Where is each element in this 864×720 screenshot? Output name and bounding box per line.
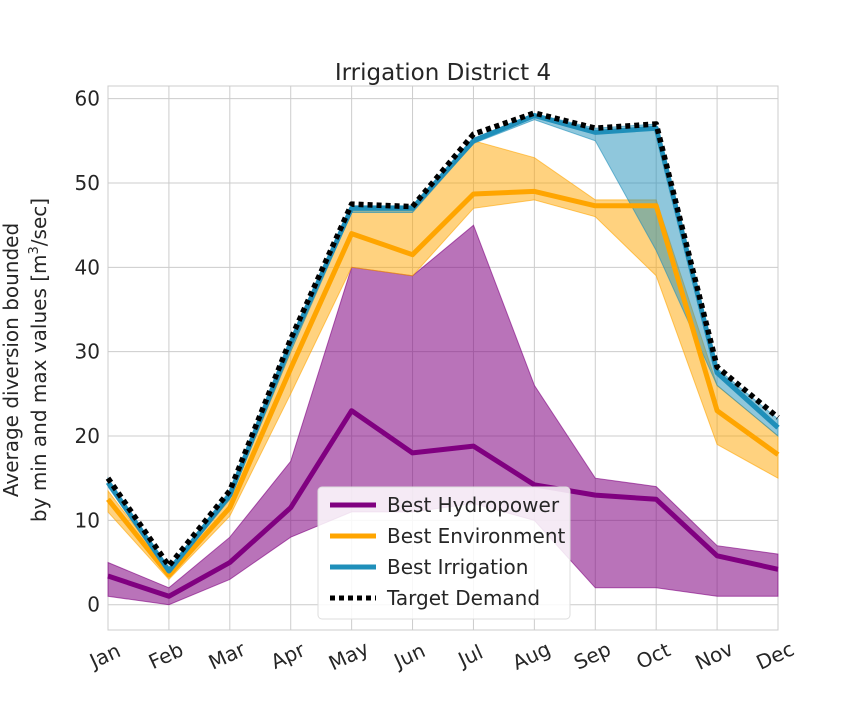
y-axis-label-sup: 3	[27, 246, 42, 254]
legend-label-target-demand: Target Demand	[386, 586, 540, 610]
x-tick-label: Nov	[691, 636, 737, 674]
y-tick-label: 20	[75, 424, 100, 448]
y-tick-label: 50	[75, 171, 100, 195]
y-axis-label-line2: by min and max values [m3/sec]	[27, 198, 51, 522]
plot-frame	[107, 85, 779, 631]
x-tick-label: Oct	[632, 637, 674, 673]
y-tick-label: 10	[75, 508, 100, 532]
x-tick-label: Aug	[509, 637, 555, 675]
legend-box	[317, 486, 571, 620]
y-axis-label: Average diversion bounded by min and max…	[0, 198, 51, 522]
x-tick-label: Apr	[267, 637, 309, 674]
legend-label-best-hydropower: Best Hydropower	[387, 493, 560, 517]
line-target-demand	[105, 110, 780, 569]
legend-label-best-irrigation: Best Irrigation	[387, 555, 528, 579]
x-tick-label: Jul	[453, 640, 487, 673]
y-axis-label-suffix: /sec]	[27, 198, 51, 246]
y-tick-label: 30	[75, 340, 100, 364]
line-best-irrigation	[105, 113, 780, 574]
legend-label-best-environment: Best Environment	[387, 524, 566, 548]
line-best-hydropower	[107, 408, 779, 599]
y-axis-label-line1: Average diversion bounded	[0, 223, 23, 497]
chart-title: Irrigation District 4	[335, 60, 551, 86]
legend: Best Hydropower Best Environment Best Irri…	[317, 486, 571, 620]
x-tick-label: Feb	[145, 637, 187, 674]
series-lines	[105, 110, 780, 599]
x-ticks: Jan Feb Mar Apr May Jun Jul Aug Sep Oct Nov Dec	[84, 636, 797, 675]
y-tick-label: 0	[87, 593, 100, 617]
y-axis-label-prefix: by min and max values [m	[27, 254, 51, 522]
x-tick-label: Mar	[205, 636, 250, 674]
y-ticks: 0 10 20 30 40 50 60	[75, 87, 100, 617]
x-tick-label: Sep	[570, 637, 614, 675]
line-best-environment	[106, 188, 780, 578]
x-tick-label: Dec	[752, 637, 797, 675]
y-tick-label: 40	[75, 255, 100, 279]
x-tick-label: May	[325, 636, 373, 675]
y-tick-label: 60	[75, 87, 100, 111]
x-tick-label: Jan	[84, 638, 124, 674]
x-tick-label: Jun	[389, 638, 429, 674]
